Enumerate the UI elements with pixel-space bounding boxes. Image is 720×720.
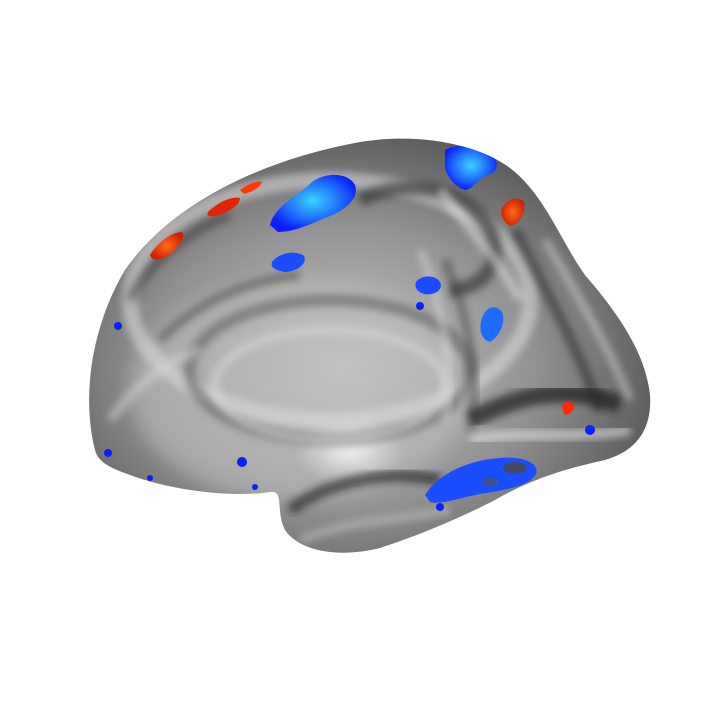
frontal-red <box>150 232 184 260</box>
superior-frontal-blue <box>270 174 356 232</box>
occipital-red <box>562 401 574 415</box>
cingulate-blue <box>271 252 305 272</box>
parietal-red <box>501 198 525 226</box>
orbital-dots-blue <box>104 449 112 457</box>
superior-parietal-blue <box>415 276 441 295</box>
activation-overlay <box>104 145 595 511</box>
occipital-dot-blue <box>585 425 595 435</box>
parietal-small-blue <box>480 307 504 342</box>
precuneus-superior-blue <box>445 145 497 190</box>
frontal-pole-dots-blue <box>114 322 122 330</box>
cortical-surface <box>89 138 651 553</box>
